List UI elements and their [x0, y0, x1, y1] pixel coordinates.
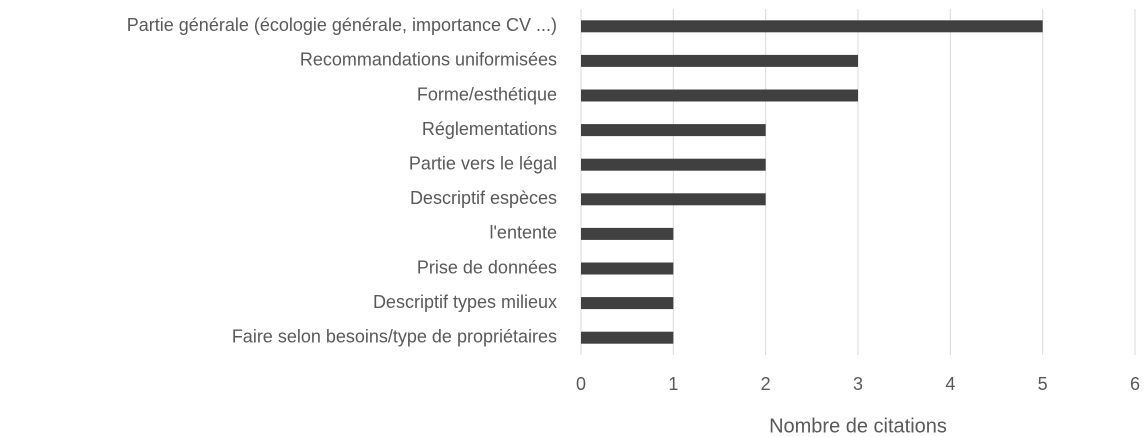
bar [581, 158, 766, 171]
y-tick-label: Partie générale (écologie générale, impo… [127, 15, 557, 35]
bar [581, 297, 674, 310]
x-tick-label: 3 [853, 374, 863, 394]
x-tick-label: 2 [761, 374, 771, 394]
bar [581, 331, 674, 344]
bar [581, 227, 674, 240]
x-tick-label: 6 [1130, 374, 1140, 394]
y-tick-label: Descriptif types milieux [373, 292, 557, 312]
bar [581, 124, 766, 137]
bar [581, 193, 766, 206]
bar [581, 20, 1043, 33]
y-tick-label: Réglementations [422, 119, 557, 139]
x-tick-label: 5 [1038, 374, 1048, 394]
y-tick-label: Forme/esthétique [417, 84, 557, 104]
y-tick-label: l'entente [490, 223, 558, 243]
y-tick-label: Faire selon besoins/type de propriétaire… [232, 326, 557, 346]
bar [581, 262, 674, 275]
x-tick-label: 0 [576, 374, 586, 394]
bar [581, 89, 858, 102]
x-tick-label: 1 [668, 374, 678, 394]
y-tick-label: Prise de données [417, 257, 557, 277]
y-tick-label: Recommandations uniformisées [300, 50, 557, 70]
y-tick-label: Partie vers le légal [409, 153, 557, 173]
x-tick-label: 4 [945, 374, 955, 394]
x-axis-title: Nombre de citations [769, 415, 947, 437]
bar [581, 54, 858, 67]
y-tick-label: Descriptif espèces [410, 188, 557, 208]
